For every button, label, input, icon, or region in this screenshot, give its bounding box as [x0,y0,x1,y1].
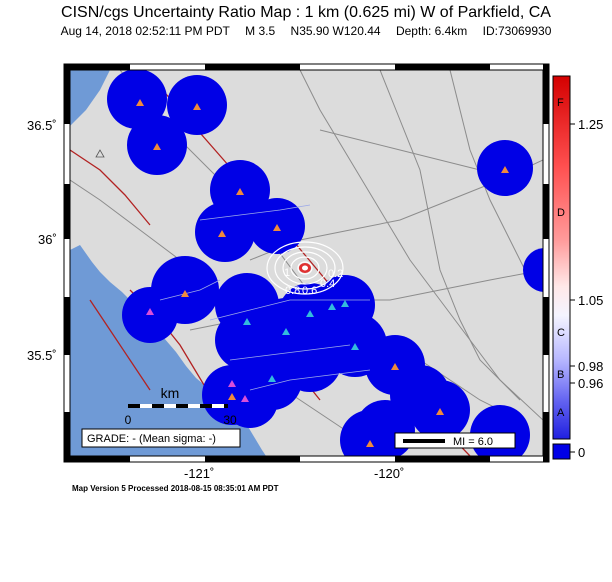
map-area: 1 0.8 0.6 0.4 0.2 km 0 30 GRADE: - (Mean… [70,70,543,456]
colorbar-label-0-98: 0.98 [578,359,603,374]
event-id: ID:73069930 [482,24,552,38]
event-magnitude: M 3.5 [245,24,276,38]
map-title: CISN/cgs Uncertainty Ratio Map : 1 km (0… [61,4,551,21]
grade-letter-f: F [557,97,564,109]
lon-label-121: -121˚ [184,466,214,481]
grade-box: GRADE: - (Mean sigma: -) [81,428,241,448]
contour-label-0-6: 0.6 [302,285,317,297]
map-frame [63,63,550,463]
event-subtitle: Aug 14, 2018 02:52:11 PM PDT M 3.5 N35.9… [0,24,612,38]
scale-unit: km [161,385,180,401]
grade-text: GRADE: - (Mean sigma: -) [87,433,216,445]
contour-label-0-4: 0.4 [320,278,335,290]
event-date: Aug 14, 2018 02:52:11 PM PDT [60,24,230,38]
colorbar-gradient [552,75,571,440]
lat-label-36: 36˚ [38,232,57,247]
colorbar-label-1-25: 1.25 [578,117,603,132]
grade-letter-a: A [557,407,565,419]
bay-water [70,70,110,126]
station-triangles-magenta [146,308,249,402]
scale-end: 30 [223,413,237,427]
colorbar-label-0-96: 0.96 [578,376,603,391]
scale-start: 0 [125,413,132,427]
mi-legend: MI = 6.0 [394,432,516,449]
scale-bar: km 0 30 [125,385,237,427]
epicenter-core [302,265,308,271]
station-triangles-cyan [243,300,359,382]
lon-label-120: -120˚ [374,466,404,481]
contour-label-1: 1 [284,267,290,279]
event-location: N35.90 W120.44 [290,24,381,38]
axis-labels: 36.5˚ 36˚ 35.5˚ -121˚ -120˚ [27,118,404,481]
colorbar: F D C B A 1.25 1.05 0.98 0.96 0 [552,75,603,460]
lat-label-36-5: 36.5˚ [27,118,57,133]
zone-boundaries [159,204,371,391]
uncertainty-contours [266,241,344,295]
footer-processed: Map Version 5 Processed 2018-08-15 08:35… [72,484,279,493]
grade-letter-d: D [557,207,565,219]
mi-legend-text: MI = 6.0 [453,436,493,448]
colorbar-label-1-05: 1.05 [578,293,603,308]
station-triangle-outline [95,149,105,158]
colorbar-zero-swatch [552,443,571,460]
contour-label-0-8: 0.8 [285,285,300,297]
grade-letter-b: B [557,369,564,381]
lat-label-35-5: 35.5˚ [27,348,57,363]
contour-label-0-2: 0.2 [328,268,343,280]
event-depth: Depth: 6.4km [395,24,468,38]
contour-labels: 1 0.8 0.6 0.4 0.2 [284,267,343,297]
colorbar-label-0: 0 [578,445,585,460]
grade-letter-c: C [557,327,565,339]
